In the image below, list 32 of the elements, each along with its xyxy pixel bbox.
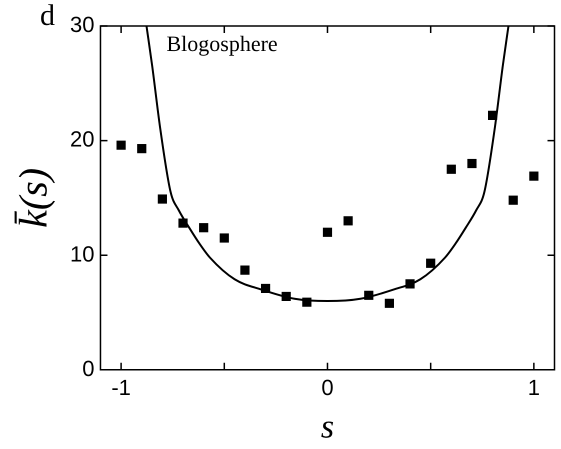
y-tick-label: 0	[82, 356, 94, 381]
annotation: Blogosphere	[166, 30, 278, 56]
y-tick-label: 20	[70, 126, 94, 152]
point	[220, 233, 229, 243]
x-tick-label: -1	[111, 375, 131, 400]
point	[344, 216, 353, 226]
point	[116, 140, 126, 150]
point	[426, 258, 436, 268]
x-tick-label: 0	[321, 375, 334, 400]
point	[302, 298, 312, 307]
point	[322, 228, 332, 237]
point	[260, 284, 270, 294]
y-axis-title: k̄(s)	[10, 168, 56, 228]
point	[384, 298, 394, 308]
text: d	[40, 0, 55, 32]
point	[467, 158, 477, 168]
x-tick-label: 1	[528, 375, 540, 400]
point	[137, 144, 146, 154]
y-tick-label: 10	[70, 241, 94, 266]
point	[529, 172, 538, 181]
x-axis-title: s	[320, 408, 334, 446]
point	[158, 194, 167, 204]
y-tick-label: 30	[70, 12, 94, 38]
point	[446, 164, 456, 174]
point	[240, 266, 250, 275]
point	[405, 279, 415, 288]
point	[282, 292, 291, 302]
point	[364, 290, 374, 300]
point	[488, 110, 498, 120]
point	[178, 218, 188, 228]
point	[199, 223, 208, 232]
point	[508, 196, 518, 205]
